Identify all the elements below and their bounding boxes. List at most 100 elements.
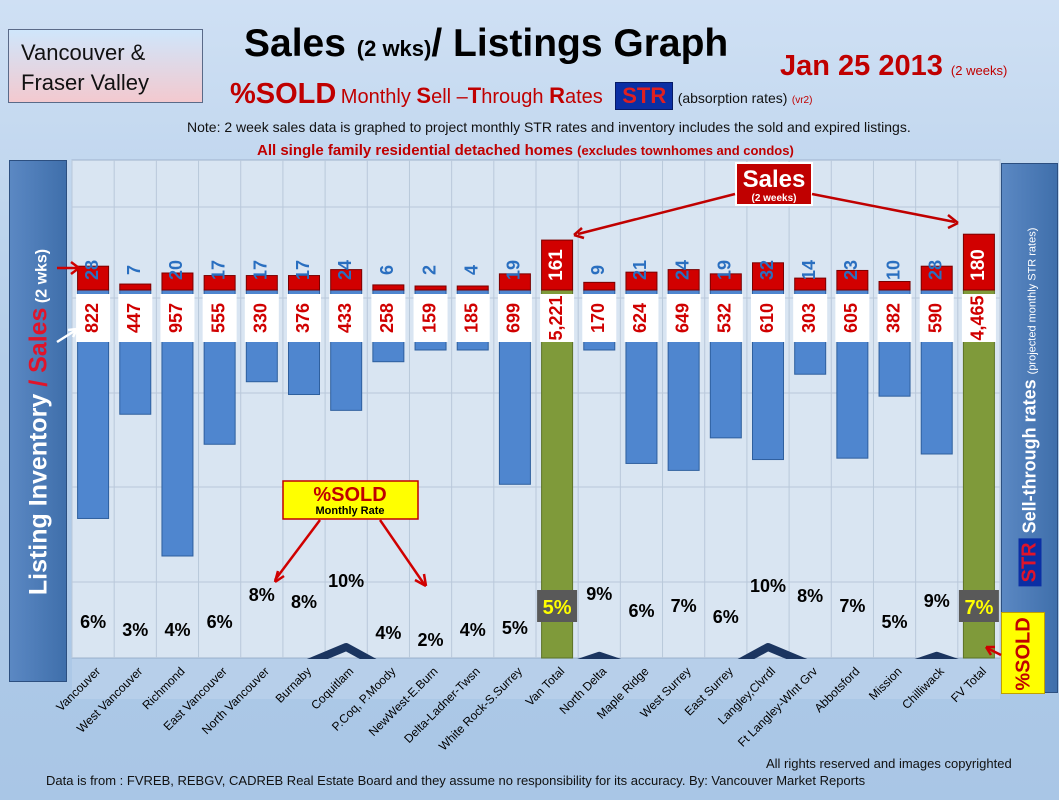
- sales-bar: [498, 273, 531, 291]
- pct-value: 8%: [291, 592, 317, 612]
- inventory-label-bg: [118, 294, 153, 342]
- inventory-label-bg: [202, 294, 237, 342]
- sales-bar: [456, 285, 489, 291]
- inventory-value: 159: [419, 303, 439, 333]
- sales-bar: [878, 281, 911, 291]
- sales-value: 4: [461, 265, 481, 275]
- inventory-label-bg: [835, 294, 870, 342]
- pct-value: 5%: [502, 618, 528, 638]
- sales-value: 24: [335, 260, 355, 280]
- inventory-value: 5,221: [546, 295, 566, 340]
- sales-value: 161: [546, 249, 567, 281]
- region-line-2: Fraser Valley: [21, 70, 149, 95]
- inventory-label-bg: [244, 294, 279, 342]
- inventory-value: 433: [335, 303, 355, 333]
- sales-arrow: [573, 227, 583, 236]
- title-listings: / Listings Graph: [431, 22, 729, 65]
- sales-bar: [161, 272, 194, 291]
- sales-value: 7: [124, 265, 144, 275]
- sales-bar: [372, 284, 405, 291]
- pct-value: 5%: [882, 612, 908, 632]
- date-note: (2 weeks): [950, 63, 1008, 78]
- sold-arrow: [414, 578, 427, 588]
- inventory-value: 4,465: [968, 295, 988, 340]
- left-inventory-arrow-head: [67, 327, 79, 338]
- inventory-value: 258: [377, 303, 397, 333]
- pct-value: 4%: [460, 620, 486, 640]
- left-sales-arrow-head: [70, 261, 80, 275]
- sold-arrow: [274, 519, 321, 581]
- sold-callout-box: [282, 480, 419, 520]
- inventory-label-bg: [540, 294, 575, 342]
- sales-value: 17: [208, 260, 228, 280]
- right-axis-label-box: STR Sell-through rates (projected monthl…: [1001, 163, 1058, 693]
- pct-value: 10%: [750, 576, 786, 596]
- inventory-label-bg: [877, 294, 912, 342]
- pct-value: 6%: [207, 612, 233, 632]
- sales-bar: [541, 239, 574, 291]
- sales-bar: [414, 285, 447, 291]
- pct-value: 4%: [375, 623, 401, 643]
- inventory-value: 649: [672, 303, 692, 333]
- pct-value: 8%: [797, 586, 823, 606]
- pct-value: 8%: [249, 585, 275, 605]
- pct-value: 6%: [628, 601, 654, 621]
- right-sold-arrow-head: [984, 645, 995, 656]
- inventory-value: 303: [799, 303, 819, 333]
- inventory-label-bg: [624, 294, 659, 342]
- copyright-note: All rights reserved and images copyright…: [766, 756, 1012, 771]
- inventory-value: 605: [841, 303, 861, 333]
- sales-value: 2: [419, 265, 439, 275]
- str-badge: STR: [615, 82, 674, 110]
- sales-bar: [245, 275, 278, 291]
- pct-value: 2%: [418, 630, 444, 650]
- version-label: (vr2): [791, 95, 813, 106]
- sales-bar: [709, 273, 742, 291]
- pct-value: 7%: [671, 596, 697, 616]
- sales-callout-title: Sales: [743, 166, 806, 193]
- sales-arrow: [947, 214, 959, 224]
- sales-arrow: [947, 221, 959, 230]
- region-box: Vancouver & Fraser Valley: [8, 29, 203, 103]
- sales-value: 180: [968, 249, 989, 281]
- inventory-value: 376: [293, 303, 313, 333]
- sales-value: 32: [757, 260, 777, 280]
- subtitle: %SOLD Monthly Sell –Through Rates STR (a…: [230, 78, 812, 111]
- sales-bar: [836, 269, 869, 291]
- subtitle-pct-sold: %SOLD: [230, 78, 337, 110]
- total-pct-bg: [537, 590, 578, 622]
- pct-value: 10%: [328, 571, 364, 591]
- total-pct-value: 7%: [964, 597, 993, 619]
- sales-bar: [583, 281, 616, 291]
- sales-bar: [962, 233, 995, 291]
- title-period: (2 wks): [356, 36, 432, 61]
- inventory-value: 382: [883, 303, 903, 333]
- date-text: Jan 25 2013: [780, 50, 943, 82]
- inventory-label-bg: [666, 294, 701, 342]
- inventory-label-bg: [76, 294, 111, 342]
- sales-bar: [203, 275, 236, 291]
- region-line-1: Vancouver &: [21, 40, 146, 65]
- scope-note: All single family residential detached h…: [257, 142, 794, 159]
- sales-bar: [667, 269, 700, 291]
- inventory-value: 699: [504, 303, 524, 333]
- pct-value: 7%: [839, 596, 865, 616]
- inventory-label-bg: [413, 294, 448, 342]
- right-sold-arrow: [986, 646, 1002, 657]
- sales-bar: [752, 262, 784, 291]
- sales-value: 17: [293, 260, 313, 280]
- inventory-value: 330: [251, 303, 271, 333]
- left-inventory-arrow: [56, 328, 77, 344]
- inventory-value: 957: [166, 303, 186, 333]
- sales-value: 19: [715, 260, 735, 280]
- sales-value: 17: [251, 260, 271, 280]
- sales-arrow: [573, 233, 585, 240]
- sales-value: 24: [672, 260, 692, 280]
- pct-value: 3%: [122, 620, 148, 640]
- sales-bar: [77, 265, 110, 291]
- inventory-value: 590: [925, 303, 945, 333]
- sales-value: 23: [841, 260, 861, 280]
- sold-arrow: [274, 574, 285, 584]
- inventory-value: 555: [208, 303, 228, 333]
- inventory-label-bg: [329, 294, 364, 342]
